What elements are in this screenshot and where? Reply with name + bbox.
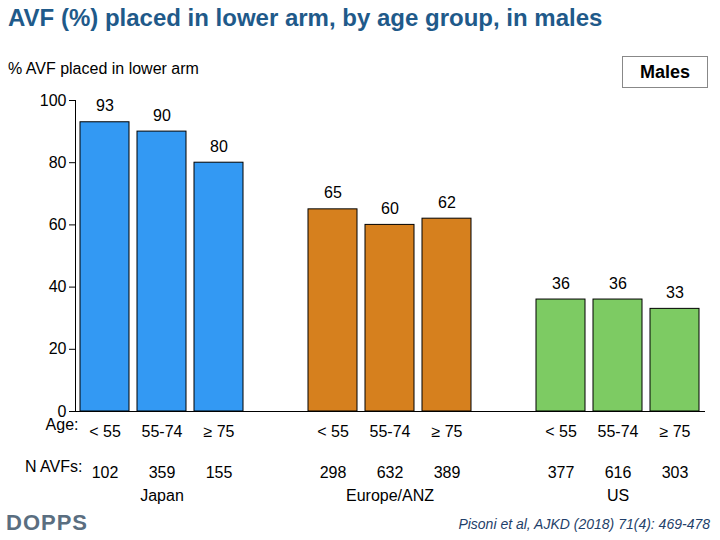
svg-text:≥ 75: ≥ 75 [203, 423, 234, 440]
svg-text:155: 155 [206, 464, 233, 481]
svg-text:65: 65 [324, 184, 342, 201]
svg-text:632: 632 [377, 464, 404, 481]
svg-text:303: 303 [662, 464, 689, 481]
svg-text:100: 100 [40, 92, 67, 109]
svg-text:Japan: Japan [140, 487, 184, 504]
svg-text:55-74: 55-74 [598, 423, 639, 440]
svg-text:359: 359 [149, 464, 176, 481]
svg-text:US: US [607, 487, 629, 504]
html-text:Pisoni et al, AJKD (2018) 71(4: Pisoni et al, AJKD (2018) 71(4): 469-478 [458, 516, 710, 532]
svg-text:33: 33 [666, 284, 684, 301]
svg-text:≥ 75: ≥ 75 [431, 423, 462, 440]
svg-text:< 55: < 55 [545, 423, 577, 440]
svg-text:0: 0 [57, 402, 67, 420]
svg-text:55-74: 55-74 [142, 423, 183, 440]
svg-text:Age:: Age: [46, 416, 79, 433]
html-text:% AVF placed in lower arm: % AVF placed in lower arm [8, 60, 199, 77]
svg-text:93: 93 [96, 97, 114, 114]
svg-text:102: 102 [92, 464, 119, 481]
svg-text:36: 36 [609, 275, 627, 292]
svg-text:36: 36 [552, 275, 570, 292]
svg-text:≥ 75: ≥ 75 [659, 423, 690, 440]
svg-text:40: 40 [49, 278, 67, 295]
svg-text:377: 377 [548, 464, 575, 481]
html-text:DOPPS: DOPPS [6, 510, 88, 535]
svg-text:90: 90 [153, 107, 171, 124]
svg-text:60: 60 [49, 216, 67, 233]
svg-text:80: 80 [49, 154, 67, 171]
svg-text:20: 20 [49, 340, 67, 357]
svg-text:80: 80 [210, 138, 228, 155]
svg-text:616: 616 [605, 464, 632, 481]
html-text:AVF (%) placed in lower arm, b: AVF (%) placed in lower arm, by age grou… [8, 4, 603, 31]
svg-text:60: 60 [381, 200, 399, 217]
svg-text:Europe/ANZ: Europe/ANZ [346, 487, 434, 504]
svg-text:298: 298 [320, 464, 347, 481]
svg-text:< 55: < 55 [317, 423, 349, 440]
svg-text:389: 389 [434, 464, 461, 481]
svg-text:55-74: 55-74 [370, 423, 411, 440]
html-text:Males: Males [640, 62, 690, 82]
svg-text:N AVFs:: N AVFs: [25, 458, 83, 475]
svg-text:< 55: < 55 [89, 423, 121, 440]
svg-text:62: 62 [438, 194, 456, 211]
